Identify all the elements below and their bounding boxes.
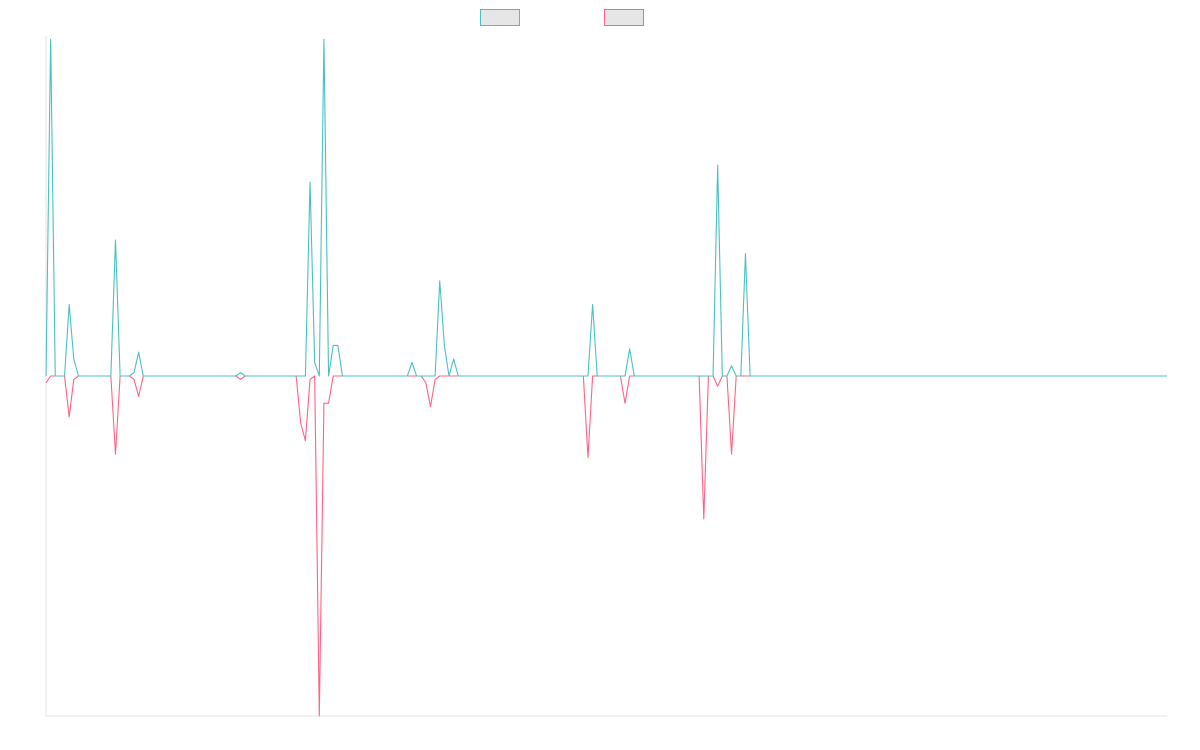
- series-line-2: [45, 375, 1140, 717]
- legend-item-series-1[interactable]: [480, 9, 520, 26]
- legend: [0, 9, 1200, 27]
- series-line-1: [45, 38, 1167, 377]
- legend-swatch-series-2: [604, 9, 644, 26]
- legend-item-series-2[interactable]: [604, 9, 644, 26]
- legend-swatch-series-1: [480, 9, 520, 26]
